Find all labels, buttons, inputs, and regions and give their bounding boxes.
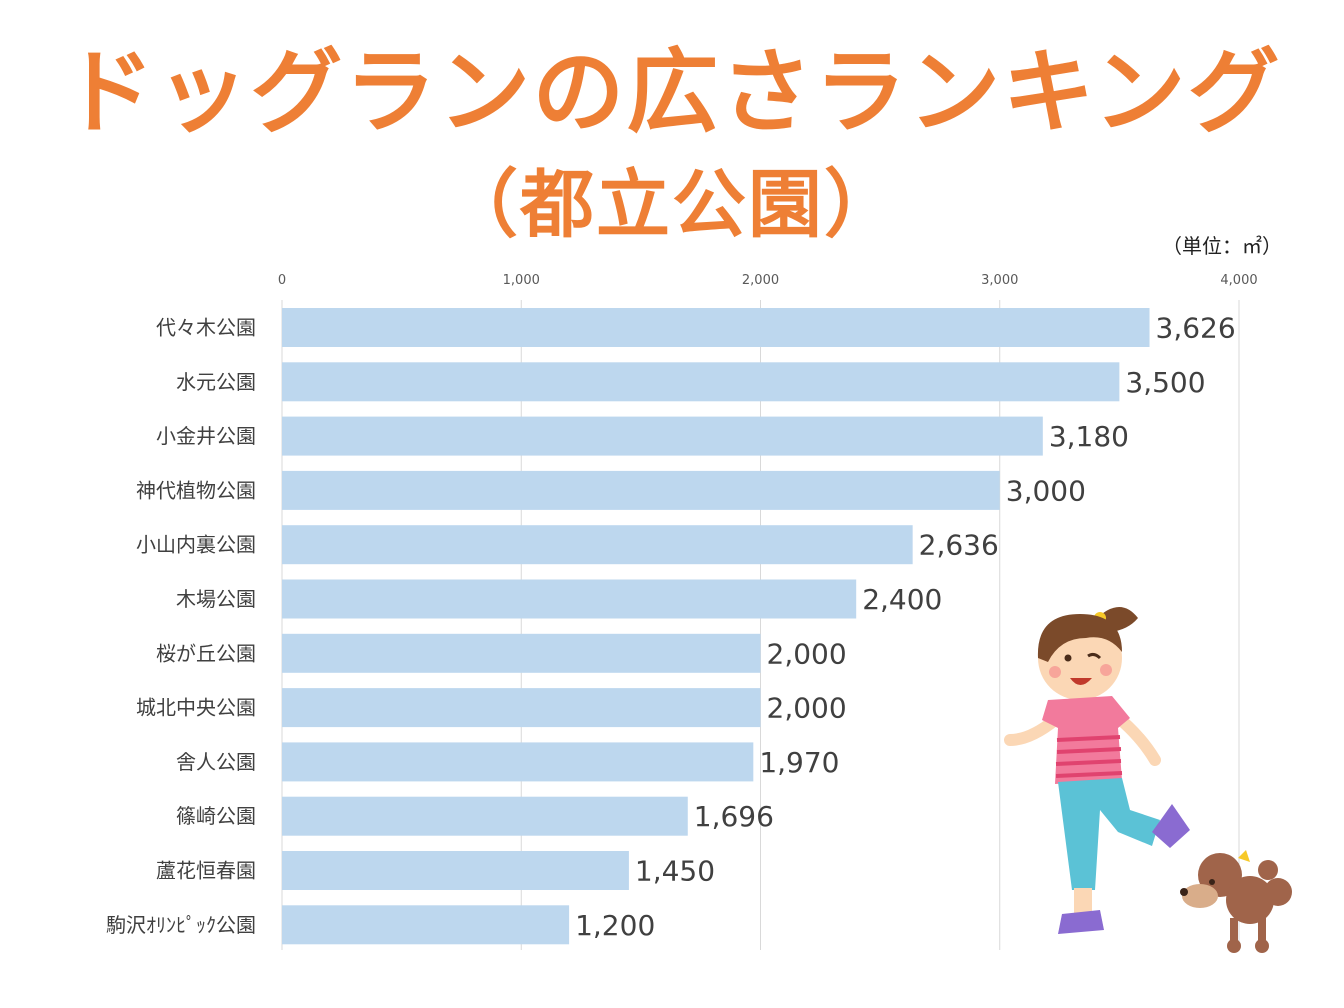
value-label: 2,000 — [767, 692, 847, 725]
category-labels: 代々木公園水元公園小金井公園神代植物公園小山内裏公園木場公園桜が丘公園城北中央公… — [106, 316, 256, 937]
x-tick-label: 1,000 — [503, 273, 540, 288]
bar — [282, 796, 688, 836]
x-tick-label: 2,000 — [742, 273, 779, 288]
x-tick-label: 4,000 — [1220, 273, 1257, 288]
bars — [282, 308, 1150, 945]
category-label: 水元公園 — [176, 370, 256, 394]
category-label: 小金井公園 — [156, 424, 256, 448]
girl-hair — [1037, 614, 1122, 662]
page-title: ドッグランの広さランキング — [62, 39, 1282, 146]
bar — [282, 470, 1000, 510]
value-label: 3,626 — [1156, 312, 1236, 345]
page-subtitle: （都立公園） — [444, 162, 900, 248]
bar — [282, 633, 761, 673]
category-label: 城北中央公園 — [136, 696, 256, 720]
girl-shoe-back — [1152, 804, 1190, 848]
girl-wink — [1087, 652, 1102, 660]
girl-shoe-front — [1058, 910, 1104, 934]
poodle-dog — [1180, 850, 1292, 953]
bar — [282, 362, 1120, 402]
bar — [282, 851, 629, 890]
bar — [282, 905, 570, 945]
category-label: 篠崎公園 — [176, 804, 256, 828]
bar — [282, 579, 857, 619]
bar — [282, 525, 913, 565]
girl-pants — [1058, 778, 1160, 890]
category-label: 木場公園 — [176, 587, 256, 611]
bar — [282, 416, 1043, 456]
category-label: 舎人公園 — [176, 750, 256, 774]
value-label: 3,500 — [1125, 366, 1205, 399]
x-tick-label: 0 — [278, 273, 286, 288]
value-label: 1,200 — [575, 909, 655, 942]
girl-mouth — [1070, 678, 1092, 685]
value-label: 3,180 — [1049, 420, 1129, 453]
value-label: 2,636 — [919, 529, 999, 562]
girl-with-dog-illustration — [1004, 606, 1292, 953]
girl-leg — [1074, 888, 1092, 914]
girl-cheek-right — [1100, 664, 1112, 676]
value-label: 2,400 — [862, 583, 942, 616]
girl-eye — [1064, 654, 1072, 662]
category-label: 桜が丘公園 — [156, 641, 256, 665]
shirt-stripes — [1055, 735, 1123, 778]
category-label: 駒沢ｵﾘﾝﾋﾟｯｸ公園 — [106, 913, 256, 937]
value-label: 1,696 — [694, 800, 774, 833]
x-axis-ticks: 0 1,000 2,000 3,000 4,000 — [278, 273, 1258, 288]
bar — [282, 308, 1150, 347]
category-label: 小山内裏公園 — [136, 533, 256, 557]
category-label: 蘆花恒春園 — [156, 859, 256, 883]
category-label: 代々木公園 — [156, 316, 256, 340]
value-label: 2,000 — [767, 637, 847, 670]
x-tick-label: 3,000 — [981, 273, 1018, 288]
value-label: 1,970 — [759, 746, 839, 779]
category-label: 神代植物公園 — [136, 478, 256, 502]
grid-lines — [281, 300, 1240, 950]
value-label: 3,000 — [1006, 474, 1086, 507]
bar — [282, 742, 754, 782]
unit-label: （単位：㎡） — [1162, 234, 1282, 258]
bar — [282, 688, 761, 728]
value-label: 1,450 — [635, 855, 715, 888]
girl-cheek-left — [1049, 666, 1061, 678]
